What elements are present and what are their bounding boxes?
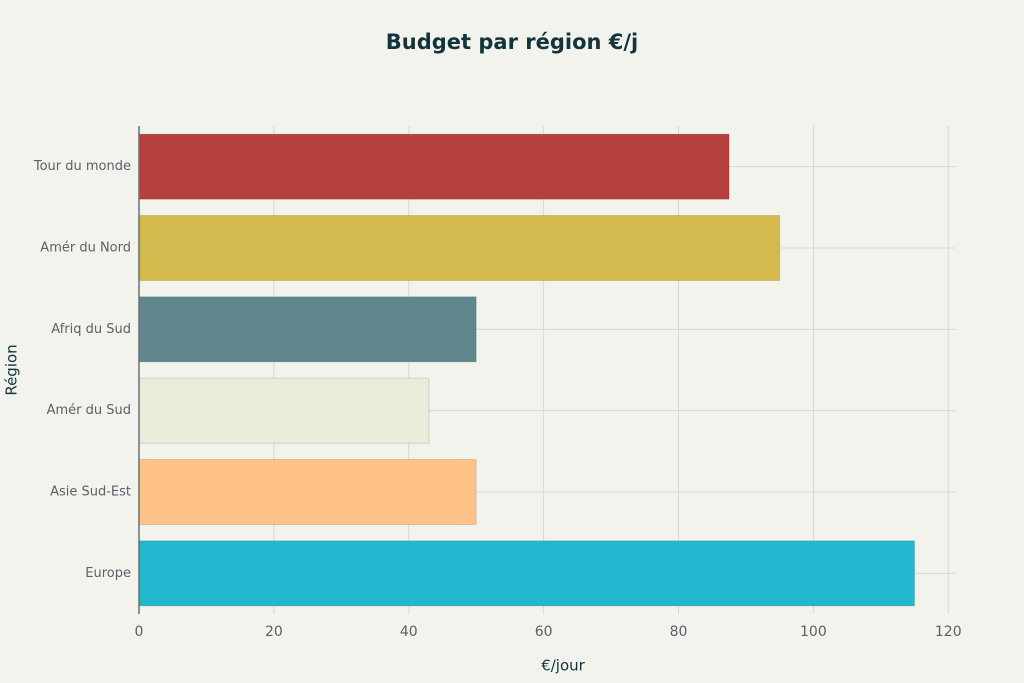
y-tick-label: Europe bbox=[85, 566, 131, 581]
y-tick-label: Afriq du Sud bbox=[51, 322, 131, 337]
bar bbox=[138, 133, 730, 200]
y-tick-label: Asie Sud-Est bbox=[50, 485, 131, 500]
x-tick-label: 120 bbox=[935, 624, 962, 640]
bar bbox=[138, 296, 477, 363]
x-tick-label: 80 bbox=[670, 624, 688, 640]
y-tick-label: Amér du Sud bbox=[47, 403, 131, 418]
x-tick-label: 20 bbox=[265, 624, 283, 640]
bar bbox=[138, 214, 781, 282]
y-tick-label: Amér du Nord bbox=[40, 241, 131, 256]
bar bbox=[138, 458, 477, 526]
x-tick-label: 40 bbox=[400, 624, 418, 640]
x-tick-label: 60 bbox=[535, 624, 553, 640]
bar bbox=[138, 540, 916, 607]
y-tick-label: Tour du monde bbox=[33, 159, 131, 174]
x-axis-label: €/jour bbox=[541, 657, 585, 675]
chart-title: Budget par région €/j bbox=[386, 30, 638, 54]
bar bbox=[138, 377, 430, 444]
y-axis-label: Région bbox=[3, 344, 21, 395]
x-tick-label: 100 bbox=[800, 624, 827, 640]
x-tick-label: 0 bbox=[135, 624, 144, 640]
